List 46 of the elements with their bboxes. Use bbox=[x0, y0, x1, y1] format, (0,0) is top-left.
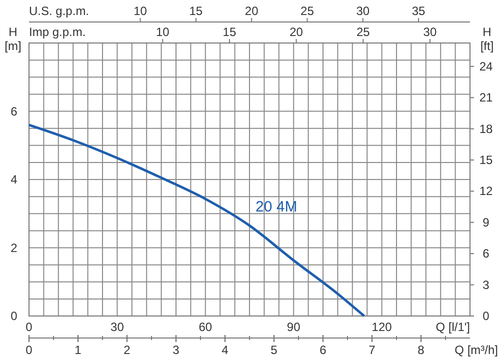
text: 10 bbox=[156, 25, 170, 39]
y2-tick-label: 9 bbox=[482, 215, 490, 230]
y-tick-label: 2 bbox=[10, 240, 18, 255]
x2-tick-label: 8 bbox=[418, 343, 425, 357]
x2-tick-label: 4 bbox=[222, 343, 229, 357]
series-label: 20 4M bbox=[256, 198, 298, 216]
text: 10 bbox=[134, 4, 148, 18]
text: 25 bbox=[300, 4, 314, 18]
x-tick-label: 90 bbox=[286, 320, 301, 334]
x2-tick-label: 3 bbox=[172, 343, 180, 357]
y2-tick-label: 12 bbox=[479, 184, 493, 198]
y2-tick-label: 21 bbox=[479, 90, 493, 105]
y-axis-title: H [m] bbox=[4, 25, 22, 53]
y-tick-label: 0 bbox=[10, 309, 18, 323]
x2-tick-label: 2 bbox=[124, 343, 131, 357]
text: 35 bbox=[412, 4, 426, 18]
text: 20 bbox=[290, 25, 304, 39]
y2-tick-label: 18 bbox=[479, 122, 493, 136]
x-tick-label: 0 bbox=[26, 320, 33, 334]
x2-tick-label: 7 bbox=[368, 343, 376, 357]
y2-tick-label: 3 bbox=[482, 278, 490, 292]
x-tick-label: 60 bbox=[198, 320, 212, 334]
x2-tick-label: 1 bbox=[74, 343, 82, 357]
x2-tick-label: 0 bbox=[26, 343, 33, 357]
text: 15 bbox=[222, 25, 236, 39]
text: Imp g.p.m. bbox=[29, 25, 86, 39]
text: 25 bbox=[356, 25, 370, 39]
y2-tick-label: 6 bbox=[482, 246, 490, 261]
y2-tick-label: 24 bbox=[479, 59, 493, 74]
text: 15 bbox=[189, 4, 203, 18]
text: 30 bbox=[356, 4, 370, 18]
y-tick-label: 4 bbox=[10, 172, 18, 186]
text: 30 bbox=[423, 25, 437, 39]
x2-tick-label: 5 bbox=[270, 343, 278, 357]
y2-tick-label: 15 bbox=[479, 153, 493, 167]
y-tick-label: 6 bbox=[10, 104, 18, 118]
line-series bbox=[28, 124, 366, 318]
y2-tick-label: 0 bbox=[482, 309, 490, 323]
x2-axis-title: Q [m³/h] bbox=[454, 343, 498, 357]
text: 20 bbox=[244, 4, 259, 18]
x-tick-label: 120 bbox=[372, 320, 392, 334]
y2-axis-title: H [ft] bbox=[480, 25, 494, 53]
x-tick-label: 30 bbox=[110, 320, 124, 334]
x2-tick-label: 6 bbox=[320, 343, 327, 357]
x-axis-title: Q [l/1'] bbox=[436, 320, 470, 334]
text: U.S. g.p.m. bbox=[29, 4, 90, 18]
